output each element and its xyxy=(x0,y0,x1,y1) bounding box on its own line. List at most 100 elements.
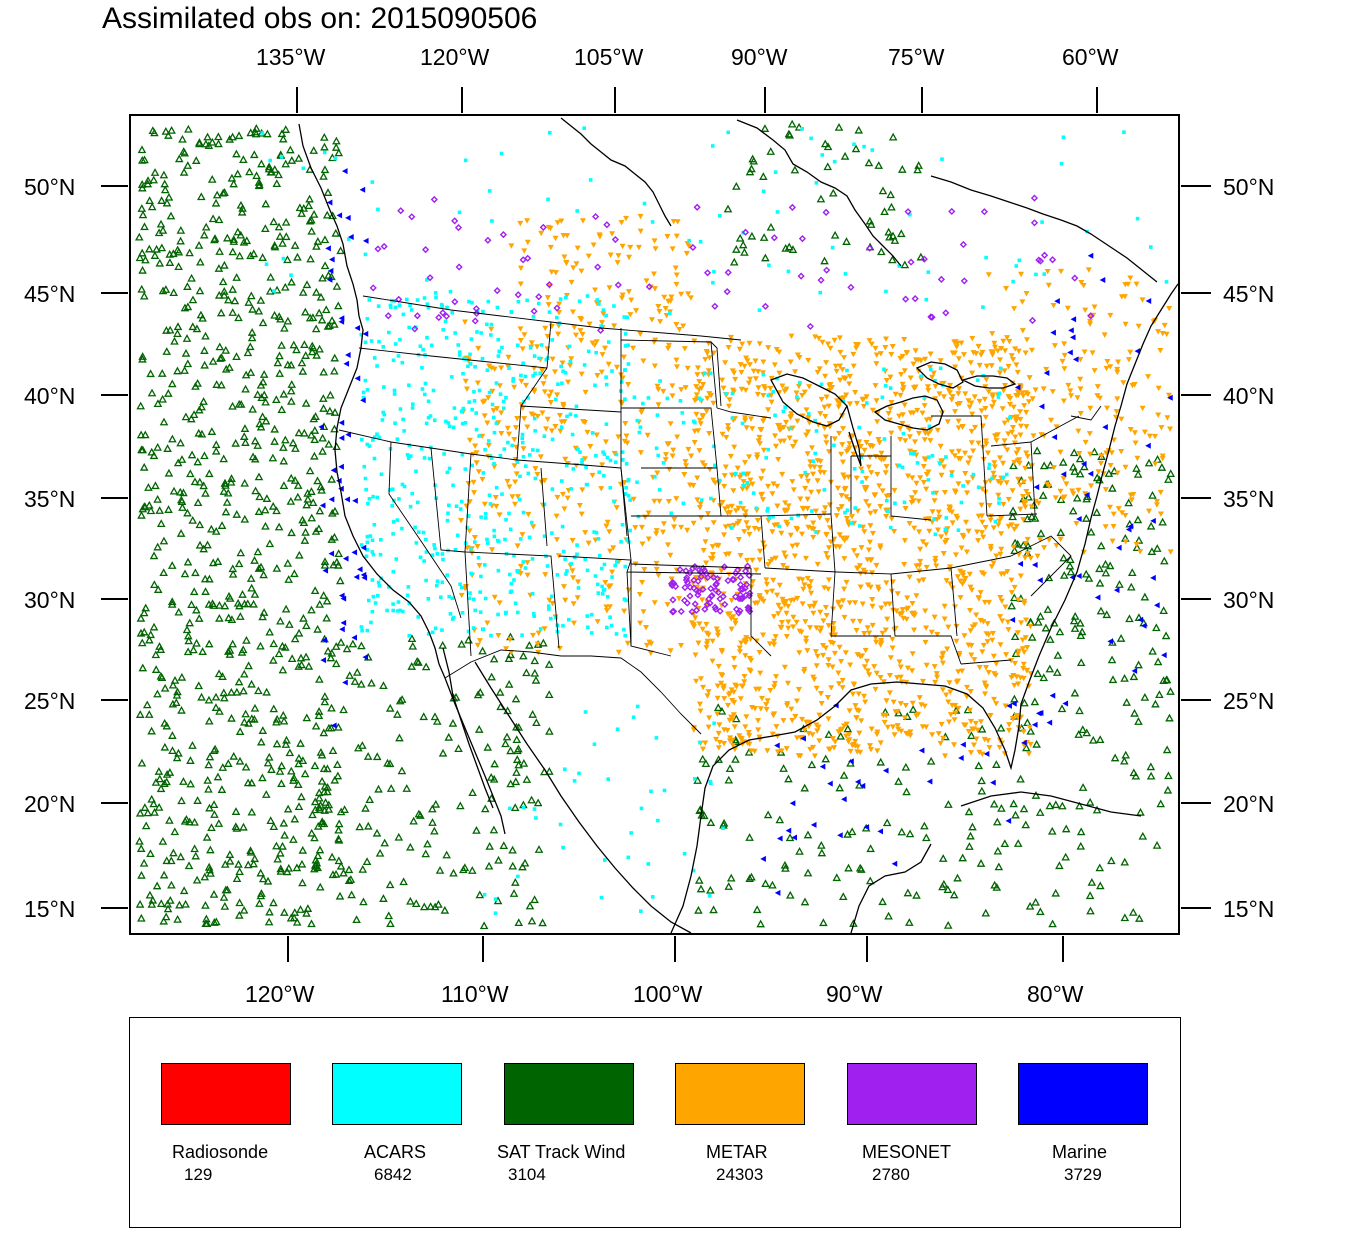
sat-wind-marker xyxy=(196,310,206,319)
metar-marker xyxy=(907,448,914,454)
metar-marker xyxy=(678,642,685,649)
sat-wind-marker xyxy=(1027,632,1037,641)
acars-marker xyxy=(473,364,477,369)
metar-marker xyxy=(885,411,892,417)
acars-marker xyxy=(765,509,770,513)
sat-wind-marker xyxy=(147,794,156,803)
sat-wind-marker xyxy=(905,918,914,926)
metar-marker xyxy=(1155,329,1162,335)
sat-wind-marker xyxy=(258,412,267,421)
metar-marker xyxy=(1164,415,1171,421)
mesonet-marker xyxy=(514,291,522,299)
sat-wind-marker xyxy=(364,821,373,830)
metar-marker xyxy=(760,632,767,638)
sat-wind-marker xyxy=(138,155,147,164)
metar-marker xyxy=(998,345,1005,352)
sat-wind-marker xyxy=(475,687,485,696)
metar-marker xyxy=(774,592,781,599)
metar-marker xyxy=(1041,433,1048,439)
metar-marker xyxy=(925,387,932,394)
mesonet-marker xyxy=(1048,256,1057,264)
sat-wind-marker xyxy=(1110,753,1120,762)
map-canvas xyxy=(134,117,1178,933)
acars-marker xyxy=(1149,245,1153,249)
sat-wind-marker xyxy=(323,783,332,791)
sat-wind-marker xyxy=(866,220,876,228)
mesonet-marker xyxy=(1071,274,1079,282)
sat-wind-marker xyxy=(267,765,276,773)
sat-wind-marker xyxy=(817,840,826,849)
metar-marker xyxy=(563,293,570,299)
metar-marker xyxy=(1096,395,1103,402)
acars-marker xyxy=(937,461,942,465)
metar-marker xyxy=(781,550,788,556)
acars-marker xyxy=(698,740,702,745)
metar-marker xyxy=(702,356,709,363)
sat-wind-marker xyxy=(903,888,913,897)
metar-marker xyxy=(879,630,886,637)
sat-wind-marker xyxy=(254,564,264,572)
sat-wind-marker xyxy=(146,369,155,378)
sat-wind-marker xyxy=(269,217,278,226)
metar-marker xyxy=(894,723,901,729)
metar-marker xyxy=(796,650,803,656)
acars-marker xyxy=(870,148,875,152)
metar-marker xyxy=(866,338,873,344)
metar-marker xyxy=(877,545,884,551)
acars-marker xyxy=(713,463,717,468)
sat-wind-marker xyxy=(784,242,794,251)
sat-wind-marker xyxy=(289,776,298,784)
metar-marker xyxy=(794,595,801,602)
metar-marker xyxy=(850,351,857,358)
sat-wind-marker xyxy=(1078,783,1088,791)
metar-marker xyxy=(991,474,998,481)
mesonet-marker xyxy=(693,203,701,211)
metar-marker xyxy=(742,417,749,424)
metar-marker xyxy=(512,425,519,431)
metar-marker xyxy=(1139,297,1146,303)
marine-marker xyxy=(1067,349,1073,356)
sat-wind-marker xyxy=(953,873,962,882)
metar-marker xyxy=(561,506,568,512)
metar-marker xyxy=(778,748,785,754)
acars-marker xyxy=(597,302,601,306)
sat-wind-marker xyxy=(1031,897,1040,906)
sat-wind-marker xyxy=(316,292,326,301)
acars-marker xyxy=(597,470,601,475)
metar-marker xyxy=(938,534,945,540)
sat-wind-marker xyxy=(1070,624,1080,632)
sat-wind-marker xyxy=(509,889,519,897)
metar-marker xyxy=(735,505,742,512)
metar-marker xyxy=(738,369,745,376)
metar-marker xyxy=(678,387,685,393)
sat-wind-marker xyxy=(164,131,173,139)
sat-wind-marker xyxy=(208,599,217,608)
acars-marker xyxy=(532,807,537,811)
metar-marker xyxy=(1153,502,1160,508)
metar-marker xyxy=(661,294,668,301)
marine-marker xyxy=(1031,561,1038,568)
sat-wind-marker xyxy=(265,539,275,548)
metar-marker xyxy=(869,603,876,610)
sat-wind-marker xyxy=(908,705,918,713)
acars-marker xyxy=(531,612,536,616)
acars-marker xyxy=(393,305,398,310)
metar-marker xyxy=(966,607,973,614)
sat-wind-marker xyxy=(204,862,214,871)
acars-marker xyxy=(933,378,937,383)
sat-wind-marker xyxy=(1010,694,1019,703)
metar-marker xyxy=(727,334,734,341)
metar-marker xyxy=(823,394,830,400)
metar-marker xyxy=(645,510,652,516)
acars-marker xyxy=(681,501,686,506)
sat-wind-marker xyxy=(824,730,834,738)
acars-marker xyxy=(680,411,685,415)
metar-marker xyxy=(702,577,709,583)
metar-marker xyxy=(1030,433,1037,439)
sat-wind-marker xyxy=(251,129,261,138)
metar-marker xyxy=(845,739,852,745)
sat-wind-marker xyxy=(362,857,372,866)
sat-wind-marker xyxy=(162,721,172,730)
sat-wind-marker xyxy=(504,654,514,663)
metar-marker xyxy=(1007,396,1014,402)
